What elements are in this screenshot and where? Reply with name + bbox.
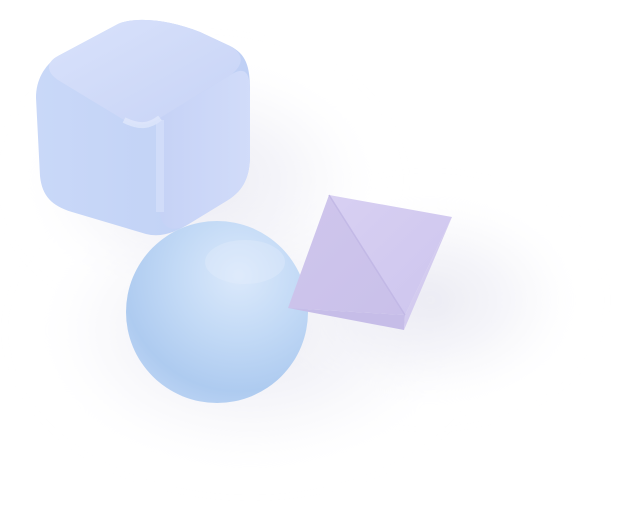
octahedron-lower-right-face [404, 217, 452, 330]
sphere [126, 221, 308, 403]
rounded-cube [36, 19, 250, 236]
octahedron [288, 194, 452, 330]
octahedron-right-face [329, 195, 452, 315]
sphere-body [126, 221, 308, 403]
sphere-highlight [205, 240, 285, 284]
cube-right-face [160, 70, 250, 229]
octahedron-left-face [288, 195, 405, 315]
cube-top-face [49, 19, 241, 125]
octahedron-bottom-face [288, 308, 405, 330]
